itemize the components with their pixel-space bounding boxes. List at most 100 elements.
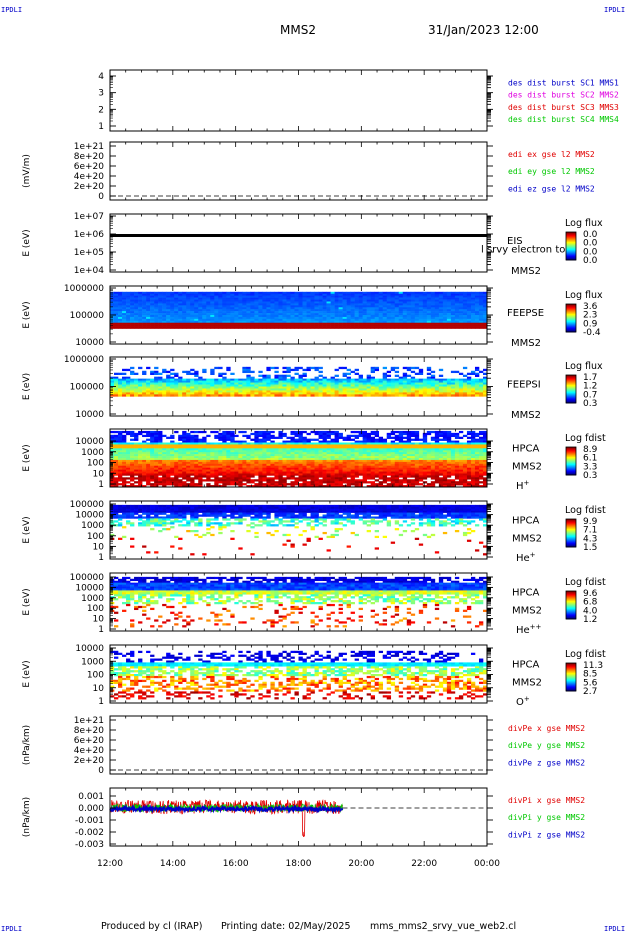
- spectrogram-cell: [474, 374, 480, 377]
- spectrogram-cell: [142, 384, 147, 387]
- spectrogram-cell: [210, 394, 215, 397]
- spectrogram-cell: [222, 392, 227, 395]
- spectrogram-cell: [334, 322, 339, 325]
- spectrogram-cell: [194, 301, 199, 304]
- spectrogram-cell: [406, 299, 412, 302]
- spectrogram-cell: [238, 473, 243, 476]
- spectrogram-cell: [174, 293, 179, 296]
- spectrogram-cell: [382, 442, 388, 445]
- spectrogram-cell: [230, 475, 235, 478]
- spectrogram-cell: [318, 318, 323, 322]
- spectrogram-cell: [378, 483, 384, 486]
- spectrogram-cell: [406, 315, 412, 318]
- spectrogram-cell: [230, 305, 235, 308]
- spectrogram-cell: [310, 446, 315, 449]
- spectrogram-cell: [290, 442, 295, 445]
- spectrogram-cell: [222, 378, 227, 381]
- spectrogram-cell: [418, 454, 424, 457]
- spectrogram-cell: [122, 315, 127, 318]
- spectrogram-cell: [138, 378, 143, 381]
- spectrogram-cell: [402, 394, 408, 397]
- spectrogram-cell: [314, 394, 319, 397]
- spectrogram-cell: [234, 461, 239, 465]
- spectrogram-cell: [402, 320, 408, 324]
- spectrogram-cell: [202, 430, 207, 434]
- spectrogram-cell: [438, 305, 444, 308]
- spectrogram-cell: [178, 313, 183, 316]
- spectrogram-cell: [390, 311, 396, 314]
- spectrogram-cell: [146, 309, 151, 312]
- spectrogram-cell: [422, 380, 428, 383]
- spectrogram-cell: [294, 305, 299, 308]
- spectrogram-cell: [114, 483, 119, 486]
- spectrogram-cell: [330, 378, 335, 381]
- spectrogram-cell: [206, 471, 211, 474]
- spectrogram-cell: [258, 394, 263, 397]
- spectrogram-cell: [398, 303, 404, 306]
- spectrogram-cell: [346, 386, 351, 389]
- spectrogram-cell: [326, 452, 331, 455]
- spectrogram-cell: [470, 295, 476, 298]
- spectrogram-cell: [166, 463, 171, 467]
- spectrogram-cell: [366, 384, 371, 387]
- spectrogram-cell: [202, 301, 207, 304]
- spectrogram-cell: [450, 320, 456, 324]
- spectrogram-cell: [366, 442, 371, 445]
- colorbar-swatch: [566, 242, 576, 244]
- spectrogram-cell: [358, 311, 363, 314]
- spectrogram-cell: [166, 481, 171, 484]
- spectrogram-cell: [402, 388, 408, 391]
- spectrogram-cell: [114, 390, 119, 393]
- spectrogram-cell: [190, 382, 195, 385]
- spectrogram-cell: [198, 465, 203, 468]
- spectrogram-cell: [114, 386, 119, 389]
- spectrogram-cell: [250, 458, 255, 461]
- spectrogram-cell: [246, 370, 251, 374]
- spectrogram-cell: [214, 386, 219, 389]
- spectrogram-cell: [398, 318, 404, 322]
- spectrogram-cell: [466, 315, 472, 318]
- spectrogram-cell: [202, 392, 207, 395]
- spectrogram-cell: [450, 313, 456, 316]
- spectrogram-cell: [414, 386, 420, 389]
- spectrogram-cell: [402, 372, 408, 375]
- spectrogram-cell: [278, 459, 283, 463]
- spectrogram-cell: [302, 368, 307, 372]
- colorbar-swatch: [566, 379, 576, 381]
- spectrogram-cell: [206, 309, 211, 312]
- spectrogram-cell: [366, 456, 371, 459]
- spectrogram-cell: [286, 448, 291, 451]
- spectrogram-cell: [270, 436, 275, 439]
- spectrogram-cell: [202, 297, 207, 300]
- spectrogram-cell: [210, 378, 215, 381]
- spectrogram-cell: [302, 463, 307, 467]
- spectrogram-cell: [474, 293, 480, 296]
- spectrogram-cell: [358, 313, 363, 316]
- spectrogram-cell: [346, 295, 351, 298]
- spectrogram-cell: [442, 378, 448, 381]
- spectrogram-cell: [242, 305, 247, 308]
- spectrogram-cell: [286, 388, 291, 391]
- spectrogram-cell: [346, 291, 351, 295]
- spectrogram-cell: [378, 305, 384, 308]
- spectrogram-cell: [286, 378, 291, 381]
- colorbar-swatch: [566, 255, 576, 257]
- spectrogram-cell: [234, 434, 239, 438]
- spectrogram-cell: [258, 326, 263, 329]
- spectrogram-cell: [110, 390, 115, 393]
- spectrogram-cell: [358, 469, 363, 472]
- spectrogram-cell: [182, 384, 187, 387]
- spectrogram-cell: [382, 307, 388, 310]
- spectrogram-cell: [214, 436, 219, 439]
- spectrogram-cell: [294, 465, 299, 468]
- spectrogram-cell: [310, 450, 315, 453]
- spectrogram-cell: [438, 307, 444, 310]
- spectrogram-cell: [222, 384, 227, 387]
- spectrogram-cell: [222, 372, 227, 375]
- spectrogram-cell: [310, 380, 315, 383]
- spectrogram-cell: [346, 479, 351, 482]
- spectrogram-cell: [150, 305, 155, 308]
- spectrogram-cell: [126, 378, 131, 381]
- spectrogram-cell: [254, 295, 259, 298]
- spectrogram-cell: [318, 469, 323, 472]
